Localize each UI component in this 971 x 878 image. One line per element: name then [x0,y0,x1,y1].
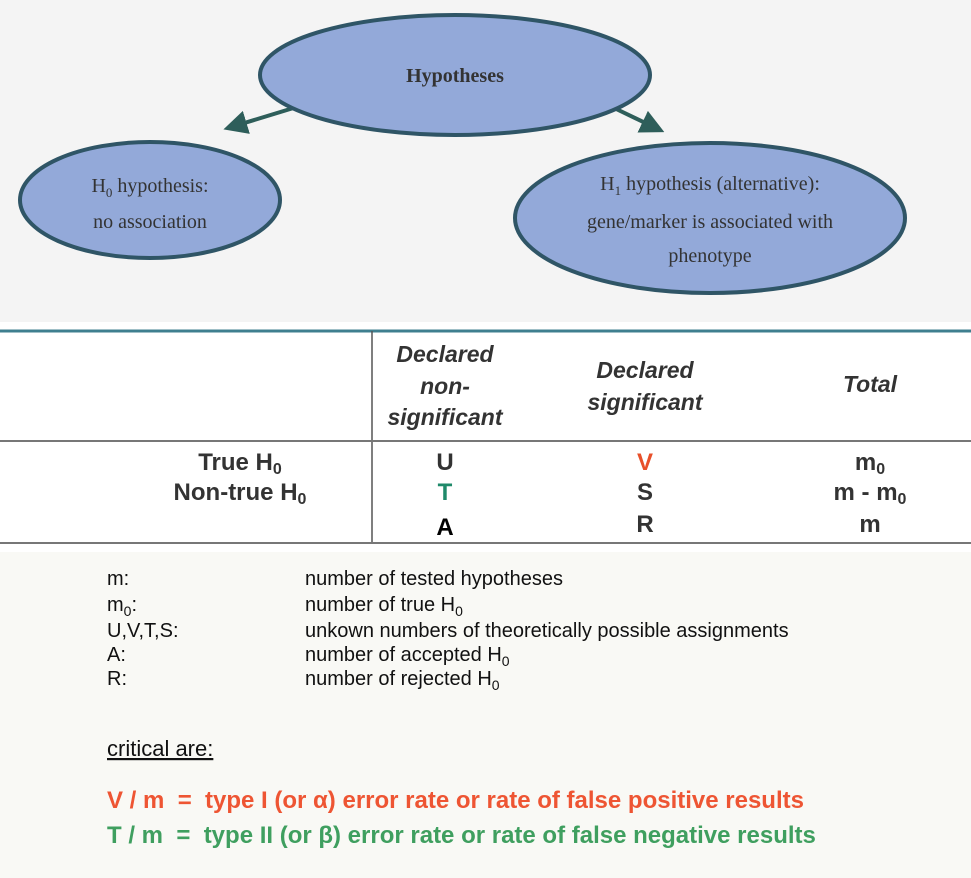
notes-bg [0,552,971,878]
cell-bg [380,512,510,542]
term: U,V,T,S: [107,620,179,642]
node-ellipse [258,13,652,137]
desc: number of tested hypotheses [305,568,563,590]
cell: A [436,514,453,541]
header: Total [843,371,898,397]
cell: m0 [855,449,885,478]
node-note: no association [93,211,207,233]
cell: m - m0 [834,479,907,508]
header: Declared [596,357,694,383]
desc: unkown numbers of theoretically possible… [305,620,789,642]
arrow [223,104,301,134]
term: m0: [107,594,137,619]
desc: number of accepted H0 [305,644,510,669]
cell: T [438,479,453,506]
header: Declared [396,341,494,367]
cell: S [637,479,653,506]
term: A: [107,644,126,666]
term: m: [107,568,129,590]
header: significant [587,389,703,415]
node-label: H1 hypothesis (alternative): [600,173,820,198]
header: significant [387,404,503,430]
row-label: True H0 [198,449,282,478]
critical-line: T / m = type II (or β) error rate or rat… [107,822,816,849]
desc: number of rejected H0 [305,668,500,693]
node-ellipse [513,141,907,295]
header: non- [420,373,470,399]
node-label: Hypotheses [406,65,504,87]
cell: R [636,511,653,538]
heading: critical are: [107,736,213,761]
critical-line: V / m = type I (or α) error rate or rate… [107,787,804,814]
row-label: Non-true H0 [174,479,307,508]
node-note: phenotype [668,245,751,267]
cell: m [859,511,880,538]
cell: V [637,449,653,476]
desc: number of true H0 [305,594,463,619]
cell: U [436,449,453,476]
term: R: [107,668,127,690]
node-ellipse [18,140,282,260]
node-label: H0 hypothesis: [91,175,208,200]
node-note: gene/marker is associated with [587,211,833,233]
